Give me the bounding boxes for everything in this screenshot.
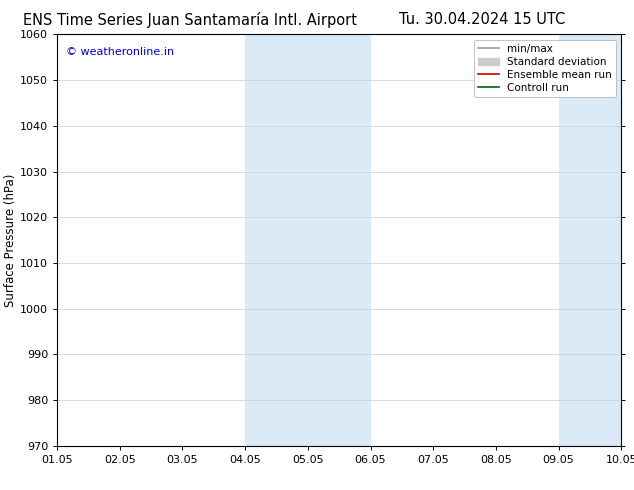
- Bar: [245, 34, 370, 446]
- Text: © weatheronline.in: © weatheronline.in: [65, 47, 174, 57]
- Text: ENS Time Series Juan Santamaría Intl. Airport: ENS Time Series Juan Santamaría Intl. Ai…: [23, 12, 357, 28]
- Text: Tu. 30.04.2024 15 UTC: Tu. 30.04.2024 15 UTC: [399, 12, 565, 27]
- Bar: [559, 34, 621, 446]
- Legend: min/max, Standard deviation, Ensemble mean run, Controll run: min/max, Standard deviation, Ensemble me…: [474, 40, 616, 97]
- Y-axis label: Surface Pressure (hPa): Surface Pressure (hPa): [4, 173, 17, 307]
